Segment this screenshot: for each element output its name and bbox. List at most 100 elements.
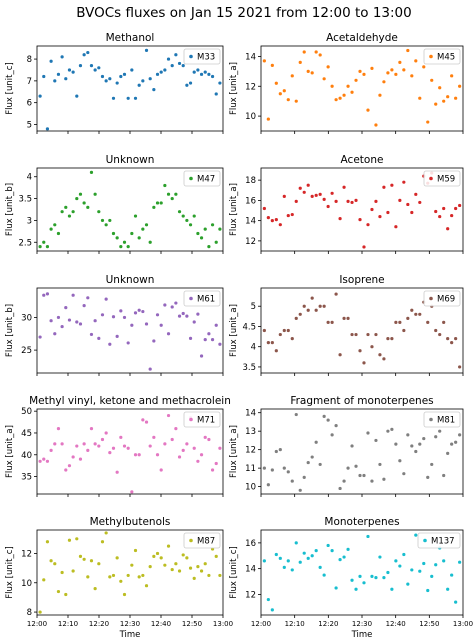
x-tick-label: 12:20 <box>89 620 109 628</box>
data-point <box>38 245 42 249</box>
data-point <box>370 345 374 349</box>
data-point <box>214 92 218 96</box>
data-point <box>148 240 152 244</box>
data-point <box>458 365 462 369</box>
data-point <box>89 559 94 563</box>
data-point <box>278 556 282 560</box>
data-point <box>185 556 189 560</box>
data-point <box>218 81 222 85</box>
data-point <box>302 304 306 308</box>
data-point <box>207 437 211 442</box>
data-point <box>366 223 370 227</box>
legend-label: M71 <box>197 416 215 426</box>
data-point <box>42 578 46 582</box>
data-point <box>286 213 290 218</box>
chart-title: Acetone <box>341 154 384 166</box>
chart-panel: Methyl vinyl, ketone and methacrolein 35 4… <box>5 395 231 497</box>
data-point <box>338 217 342 221</box>
data-point <box>322 197 326 201</box>
data-point <box>434 435 438 439</box>
data-point <box>398 60 402 65</box>
data-point <box>78 64 83 68</box>
data-point <box>338 486 342 491</box>
data-point <box>75 320 79 324</box>
data-point <box>115 334 119 338</box>
data-point <box>394 320 398 325</box>
data-point <box>302 475 306 479</box>
data-point <box>266 117 270 121</box>
data-point <box>108 450 112 455</box>
data-point <box>45 292 50 296</box>
data-point <box>414 59 418 63</box>
y-tick-label: 5 <box>27 120 32 130</box>
data-point <box>177 569 182 573</box>
data-point <box>358 349 362 353</box>
data-point <box>310 296 314 300</box>
data-point <box>314 50 318 54</box>
data-point <box>56 589 61 594</box>
y-tick-label: 14 <box>245 565 256 575</box>
data-point <box>111 573 116 578</box>
legend-box <box>183 48 221 65</box>
y-tick-label: 3 <box>27 216 32 226</box>
data-point <box>274 218 278 222</box>
data-point <box>122 72 127 76</box>
data-point <box>56 231 61 236</box>
data-point <box>97 562 101 566</box>
data-point <box>382 477 386 481</box>
data-point <box>199 453 204 457</box>
data-point <box>422 561 426 566</box>
data-point <box>350 578 354 582</box>
data-point <box>362 245 366 249</box>
data-point <box>49 319 53 323</box>
data-point <box>104 431 108 435</box>
data-point <box>56 72 61 76</box>
data-point <box>334 292 338 296</box>
figure-title: BVOCs fluxes on Jan 15 2021 from 12:00 t… <box>76 5 411 21</box>
data-point <box>133 453 138 457</box>
data-point <box>53 332 57 336</box>
data-point <box>75 196 79 201</box>
data-point <box>454 206 458 211</box>
data-point <box>290 74 294 78</box>
data-point <box>130 563 134 567</box>
data-point <box>155 551 160 556</box>
data-point <box>141 227 145 231</box>
data-point <box>122 444 127 448</box>
data-point <box>188 336 193 340</box>
data-point <box>42 457 46 461</box>
y-tick-label: 50 <box>21 407 32 417</box>
chart-panel: Methanol 5 6 7 8 Flux [unit_c] M33 <box>5 32 224 134</box>
y-tick-label: 13 <box>245 427 256 437</box>
data-point <box>406 48 410 53</box>
y-tick-label: 45 <box>21 429 32 439</box>
data-point <box>282 328 286 333</box>
data-point <box>334 586 338 590</box>
data-point <box>111 96 116 100</box>
data-point <box>130 490 134 494</box>
data-point <box>214 323 218 327</box>
data-point <box>133 311 138 315</box>
data-point <box>49 448 53 453</box>
data-point <box>159 556 163 560</box>
data-point <box>177 314 182 318</box>
legend-box <box>423 170 461 187</box>
data-point <box>144 48 149 52</box>
data-point <box>207 573 211 578</box>
data-point <box>346 84 350 88</box>
data-point <box>350 90 354 94</box>
data-point <box>298 186 302 190</box>
data-point <box>192 320 196 324</box>
data-point <box>342 555 346 559</box>
data-point <box>386 429 390 433</box>
data-point <box>115 81 119 85</box>
data-point <box>430 78 434 82</box>
data-point <box>86 296 90 300</box>
y-axis-label: Flux [unit_a] <box>5 425 15 478</box>
data-point <box>177 61 182 66</box>
data-point <box>159 201 163 205</box>
y-tick-label: 4 <box>251 343 256 353</box>
data-point <box>450 442 454 446</box>
data-point <box>108 77 112 81</box>
data-point <box>174 562 178 566</box>
